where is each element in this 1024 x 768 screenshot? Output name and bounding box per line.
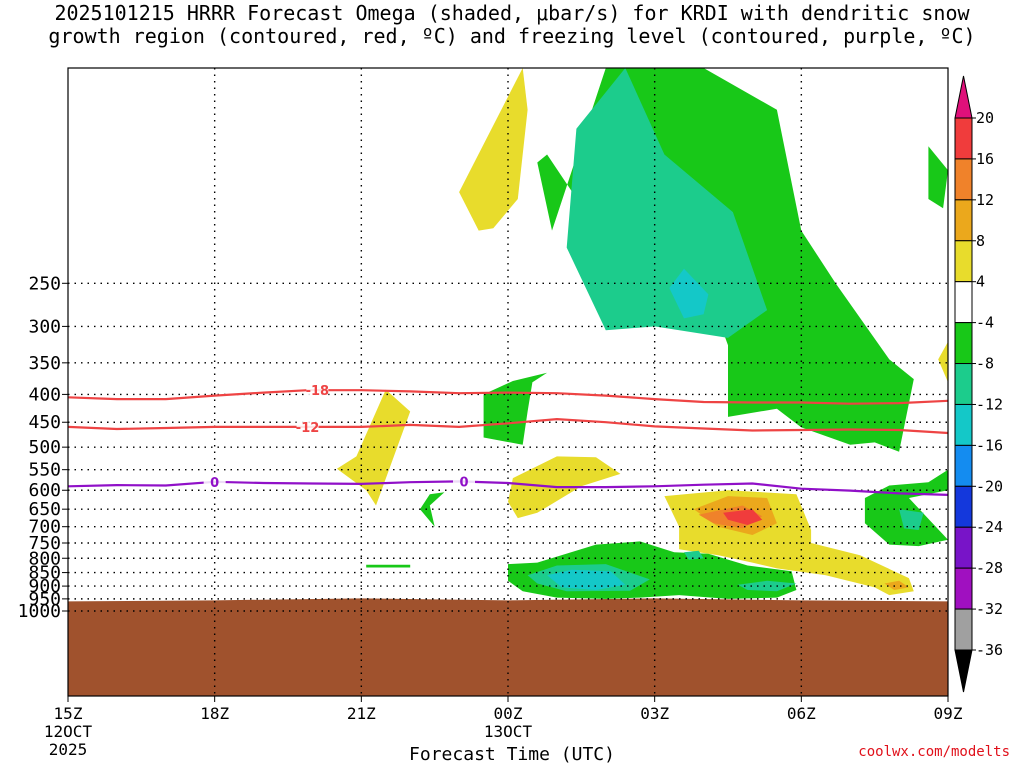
contour-0: [67, 480, 949, 496]
colorbar-top-arrow: [954, 75, 973, 119]
site-credit[interactable]: coolwx.com/modelts: [858, 744, 1010, 760]
y-tick-label-400: 400: [28, 384, 61, 405]
omega-region-12: [723, 509, 763, 525]
colorbar-label-8: 8: [976, 232, 985, 250]
x-tick-label-00Z: 00Z: [494, 704, 523, 723]
colorbar-bottom-arrow: [954, 649, 973, 693]
shaded-regions: [336, 68, 948, 599]
omega-region-19: [366, 564, 411, 568]
omega-region-16: [737, 580, 797, 592]
contour--12: [67, 417, 949, 435]
omega-region-18: [899, 509, 924, 530]
y-tick-label-800: 800: [28, 548, 61, 569]
omega-region-4: [669, 268, 709, 319]
colorbar-bin-16: [954, 117, 973, 160]
y-tick-label-300: 300: [28, 316, 61, 337]
contour-label--12-0: -12: [296, 421, 320, 436]
y-tick-label-750: 750: [28, 533, 61, 554]
colorbar-bin--12: [954, 363, 973, 405]
colorbar-bin--8: [954, 322, 973, 365]
x-tick-sublabel-13OCT: 13OCT: [484, 722, 533, 741]
x-tick-label-21Z: 21Z: [347, 704, 376, 723]
title-line-1: 2025101215 HRRR Forecast Omega (shaded, …: [54, 1, 970, 25]
colorbar-label--20: -20: [976, 477, 1003, 495]
omega-region-3: [566, 68, 768, 338]
chart-title: 2025101215 HRRR Forecast Omega (shaded, …: [0, 2, 1024, 48]
contour-label-0-1: 0: [459, 476, 468, 491]
y-tick-label-450: 450: [28, 412, 61, 433]
omega-region-22: [938, 341, 948, 383]
colorbar-label--12: -12: [976, 395, 1003, 413]
x-tick-label-15Z: 15Z: [54, 704, 83, 723]
colorbar-bin--28: [954, 526, 973, 569]
y-tick-label-950: 950: [28, 589, 61, 610]
x-tick-label-09Z: 09Z: [934, 704, 963, 723]
contour--18: [67, 389, 949, 405]
x-axis-label: Forecast Time (UTC): [409, 744, 615, 765]
colorbar-label--32: -32: [976, 600, 1003, 618]
colorbar: 20 16 12 8 4 -4 -8 -12 -16 -20 -24 -28 -32 -36: [954, 75, 1003, 693]
x-tick-label-06Z: 06Z: [787, 704, 816, 723]
y-tick-label-250: 250: [28, 273, 61, 294]
colorbar-bin--32: [954, 567, 973, 610]
colorbar-bin-4: [954, 240, 973, 283]
colorbar-label--16: -16: [976, 436, 1003, 454]
y-tick-label-550: 550: [28, 460, 61, 481]
omega-region-5: [928, 146, 948, 209]
colorbar-label--36: -36: [976, 641, 1003, 659]
y-tick-label-1000: 1000: [18, 601, 61, 622]
colorbar-label--28: -28: [976, 559, 1003, 577]
omega-region-0: [459, 68, 528, 231]
title-line-2: growth region (contoured, red, ºC) and f…: [48, 24, 976, 48]
colorbar-bin-12: [954, 158, 973, 201]
contour-label-bg-0-1: [453, 473, 475, 490]
y-tick-label-900: 900: [28, 576, 61, 597]
contour-label-bg--12-0: [296, 418, 319, 435]
omega-region-17: [864, 454, 948, 547]
x-tick-label-03Z: 03Z: [640, 704, 669, 723]
y-tick-label-850: 850: [28, 563, 61, 584]
colorbar-label-16: 16: [976, 150, 994, 168]
colorbar-bin--24: [954, 485, 973, 528]
colorbar-label--8: -8: [976, 355, 994, 373]
colorbar-label--24: -24: [976, 518, 1003, 536]
x-tick-sublabel-2025: 2025: [49, 740, 88, 759]
omega-region-21: [884, 580, 909, 590]
omega-region-20: [684, 550, 704, 560]
y-tick-label-600: 600: [28, 480, 61, 501]
colorbar-bin--16: [954, 403, 973, 446]
colorbar-label--4: -4: [976, 314, 994, 332]
colorbar-bin--36: [954, 608, 973, 651]
y-tick-label-650: 650: [28, 499, 61, 520]
colorbar-label-4: 4: [976, 273, 985, 291]
colorbar-bin--20: [954, 444, 973, 487]
colorbar-bin-8: [954, 199, 973, 242]
colorbar-label-12: 12: [976, 191, 994, 209]
omega-region-6: [483, 372, 548, 445]
contour-label-bg--18-0: [306, 382, 329, 399]
omega-region-8: [420, 492, 445, 527]
contour-label-bg-0-0: [203, 473, 226, 490]
omega-region-15: [547, 569, 626, 590]
colorbar-bin--4: [954, 281, 973, 324]
x-tick-sublabel-12OCT: 12OCT: [44, 722, 93, 741]
y-tick-label-700: 700: [28, 517, 61, 538]
contour-label--18-0: -18: [306, 384, 330, 399]
x-tick-label-18Z: 18Z: [200, 704, 229, 723]
y-tick-label-350: 350: [28, 353, 61, 374]
colorbar-label-20: 20: [976, 109, 994, 127]
contour-label-0-0: 0: [210, 476, 219, 491]
y-tick-label-500: 500: [28, 437, 61, 458]
